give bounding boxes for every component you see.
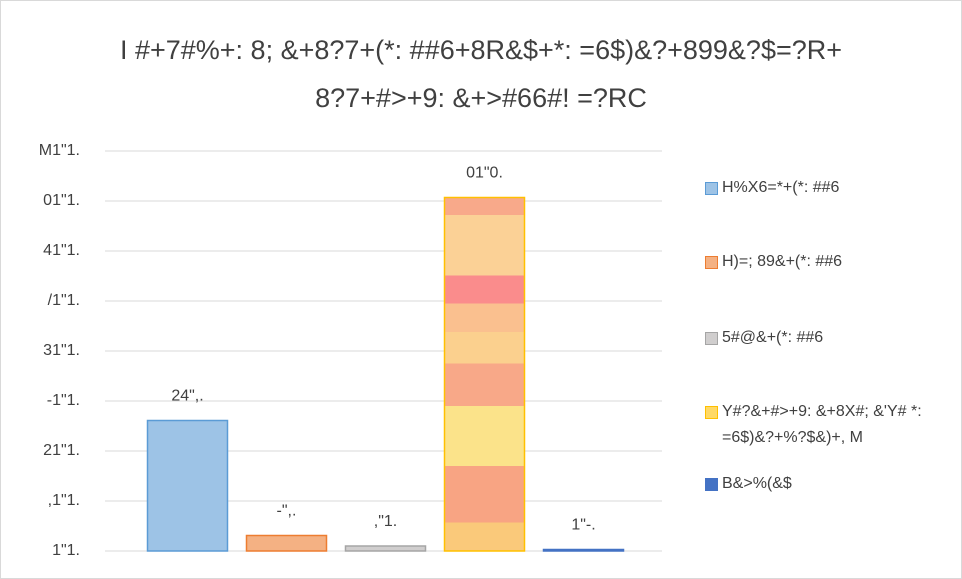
data-label: -",. — [277, 503, 297, 520]
chart-title: 8?7+#>+9: &+>#66#! =?RC — [315, 83, 647, 113]
legend-swatch — [705, 406, 718, 419]
y-tick-label: ,1"1. — [48, 492, 80, 509]
chart-title: I #+7#%+: 8; &+8?7+(*: ##6+8R&$+*: =6$)&… — [120, 35, 842, 65]
data-label: ,"1. — [374, 513, 397, 530]
legend-label: H%X6=*+(*: ##6 — [722, 179, 840, 196]
y-tick-label: -1"1. — [47, 392, 80, 409]
y-tick-label: M1"1. — [39, 142, 80, 159]
y-tick-label: 1"1. — [52, 542, 80, 559]
legend-label: B&>%(&$ — [722, 475, 792, 492]
y-tick-label: 01"1. — [43, 192, 80, 209]
data-label: 24",. — [171, 388, 203, 405]
legend-label: H)=; 89&+(*: ##6 — [722, 253, 843, 270]
legend-swatch — [705, 256, 718, 269]
legend-label: Y#?&+#>+9: &+8X#; &'Y# *: =6$)&?+%?$&)+,… — [722, 403, 922, 446]
y-tick-label: /1"1. — [48, 292, 80, 309]
y-tick-label: 21"1. — [43, 442, 80, 459]
data-label: 01"0. — [466, 165, 503, 182]
bar — [542, 548, 625, 552]
legend-label: 5#@&+(*: ##6 — [722, 329, 824, 346]
legend-swatch — [705, 332, 718, 345]
y-tick-label: 31"1. — [43, 342, 80, 359]
bar — [443, 196, 526, 552]
legend-swatch — [705, 478, 718, 491]
legend-swatch — [705, 182, 718, 195]
y-tick-label: 41"1. — [43, 242, 80, 259]
data-label: 1"-. — [571, 517, 595, 534]
bar — [344, 545, 427, 552]
bar — [146, 419, 229, 552]
bar — [245, 534, 328, 552]
